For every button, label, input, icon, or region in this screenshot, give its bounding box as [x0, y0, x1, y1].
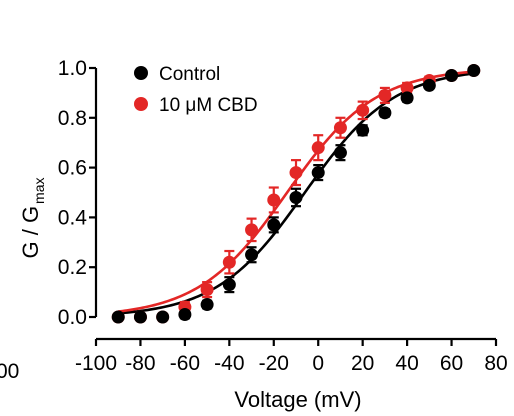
data-point-cbd: [378, 88, 392, 102]
data-point-cbd: [222, 255, 236, 269]
data-point-cbd: [267, 193, 281, 207]
data-point-control: [156, 310, 170, 324]
data-point-cbd: [311, 141, 325, 155]
data-point-control: [222, 278, 236, 292]
legend-label-cbd: 10 μM CBD: [159, 95, 258, 116]
x-axis-title: Voltage (mV): [234, 387, 361, 412]
x-tick-label: -20: [259, 352, 289, 375]
data-point-control: [133, 310, 147, 324]
y-tick-label: 0.8: [58, 107, 87, 130]
x-tick-label: -100: [75, 352, 117, 375]
x-tick-label: 40: [395, 352, 418, 375]
data-point-control: [400, 91, 414, 105]
x-tick-label: 80: [484, 352, 507, 375]
data-point-control: [267, 218, 281, 232]
data-point-cbd: [356, 103, 370, 117]
axes: -100 -80 -60 -40 -20 0 20 40 60 80 0.00.20.40.60.…: [58, 57, 508, 375]
x-tick-label: 0: [312, 352, 324, 375]
data-point-control: [289, 190, 303, 204]
x-ticks: -100 -80 -60 -40 -20 0 20 40 60 80: [75, 339, 508, 375]
x-tick-label: 20: [351, 352, 374, 375]
data-point-control: [356, 123, 370, 137]
y-tick-label: 0.0: [58, 306, 87, 329]
data-point-cbd: [200, 283, 214, 297]
data-point-control: [445, 68, 459, 82]
x-tick-label: 60: [440, 352, 463, 375]
y-tick-label: 0.4: [58, 206, 88, 229]
data-point-cbd: [289, 166, 303, 180]
y-tick-label: 0.6: [58, 157, 87, 180]
data-point-cbd: [400, 81, 414, 95]
data-point-control: [178, 308, 192, 322]
x-tick-label: -80: [125, 352, 155, 375]
clipped-tick-label: 00: [0, 360, 19, 383]
data-point-control: [111, 310, 125, 324]
data-point-control: [467, 63, 481, 77]
y-axis-title-sub: max: [31, 177, 47, 203]
y-tick-label: 1.0: [58, 57, 87, 80]
y-axis-title-main: G / G: [18, 206, 43, 259]
legend-label-control: Control: [159, 64, 220, 85]
data-point-control: [422, 78, 436, 92]
y-tick-label: 0.2: [58, 256, 87, 279]
legend-marker-cbd: [134, 97, 148, 111]
data-point-control: [245, 248, 259, 262]
legend-marker-control: [134, 66, 148, 80]
data-point-control: [200, 298, 214, 312]
data-point-cbd: [333, 121, 347, 135]
data-point-control: [311, 166, 325, 180]
y-ticks: 0.0 0.2 0.4 0.6 0.8 1.0: [58, 57, 96, 329]
data-points: [111, 63, 481, 324]
data-point-control: [333, 146, 347, 160]
legend: Control 10 μM CBD: [134, 64, 258, 116]
y-axis-title: G / G max: [18, 177, 47, 258]
data-point-control: [378, 106, 392, 120]
x-tick-label: -60: [170, 352, 200, 375]
data-point-cbd: [245, 223, 259, 237]
x-tick-label: -40: [214, 352, 244, 375]
